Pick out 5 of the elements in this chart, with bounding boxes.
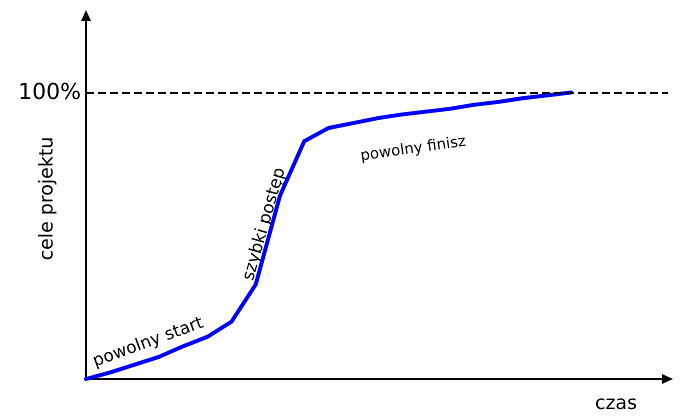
x-axis-title: czas	[595, 392, 637, 414]
annotation: powolny finisz	[359, 132, 467, 164]
annotation: szybki postęp	[238, 165, 290, 283]
ref-line-label: 100%	[18, 80, 81, 105]
y-axis-title: cele projektu	[36, 136, 58, 260]
